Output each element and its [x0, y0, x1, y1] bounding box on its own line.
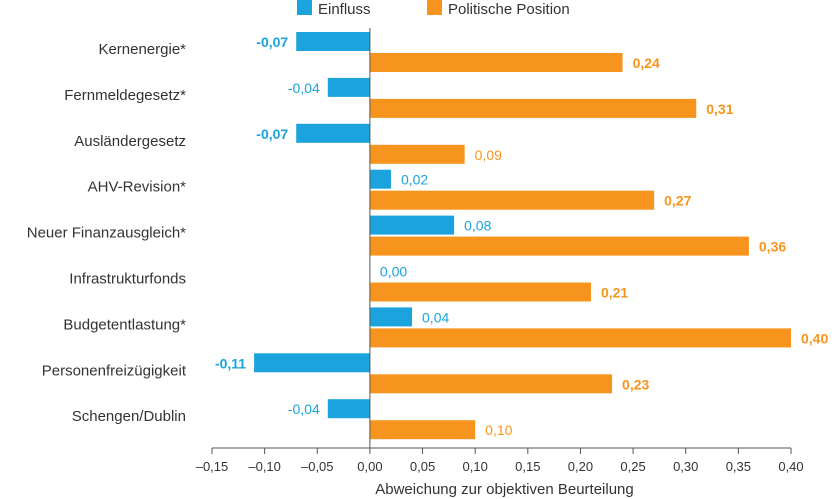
bar-politische-position: [369, 53, 623, 72]
bar-politische-position: [369, 282, 591, 302]
data-label: 0,09: [475, 147, 502, 163]
x-tick-label: 0,05: [410, 459, 435, 474]
data-label: 0,10: [485, 422, 512, 438]
bar-einfluss: [296, 123, 370, 143]
bar-einfluss: [369, 307, 413, 327]
legend-label-2: Politische Position: [448, 1, 570, 18]
data-label: 0,31: [706, 101, 733, 117]
bar-politische-position: [369, 144, 465, 164]
data-label: 0,27: [664, 193, 691, 209]
bar-politische-position: [369, 236, 749, 256]
category-label: Ausländergesetz: [74, 133, 186, 150]
legend-label-1: Einfluss: [318, 1, 371, 18]
x-tick-label: 0,15: [515, 459, 540, 474]
bar-einfluss: [327, 399, 370, 419]
legend: Einfluss Politische Position: [297, 0, 570, 18]
data-label: 0,21: [601, 285, 628, 301]
bar-politische-position: [369, 420, 476, 440]
data-label: 0,00: [380, 264, 407, 280]
legend-swatch-2: [427, 0, 442, 15]
category-label: Schengen/Dublin: [72, 408, 186, 425]
data-label: 0,36: [759, 239, 786, 255]
data-label: 0,04: [422, 309, 449, 325]
x-tick-label: 0,35: [726, 459, 751, 474]
data-label: 0,08: [464, 218, 491, 234]
bar-einfluss: [369, 169, 391, 189]
bar-politische-position: [369, 98, 697, 118]
category-label: Fernmeldegesetz*: [64, 87, 186, 104]
x-tick-label: –0,05: [301, 459, 334, 474]
category-label: Personenfreizügigkeit: [42, 362, 187, 379]
bar-einfluss: [327, 77, 370, 97]
category-label: Neuer Finanzausgleich*: [27, 225, 186, 242]
data-label: -0,07: [256, 126, 288, 142]
data-label: -0,04: [288, 401, 320, 417]
x-tick-label: –0,15: [196, 459, 229, 474]
x-tick-label: 0,25: [620, 459, 645, 474]
data-label: -0,11: [215, 355, 246, 371]
category-label: Infrastrukturfonds: [69, 271, 186, 288]
category-label: Kernenergie*: [98, 41, 186, 58]
data-label: -0,04: [288, 80, 320, 96]
x-axis-title: Abweichung zur objektiven Beurteilung: [375, 481, 634, 498]
category-label: AHV-Revision*: [88, 179, 187, 196]
category-labels: Kernenergie* Fernmeldegesetz* Ausländerges…: [27, 41, 187, 425]
value-labels: -0,07 0,24 -0,04 0,31 -0,07 0,09 0,02 0,27 0,08 0…: [215, 34, 828, 438]
bar-einfluss: [254, 353, 370, 373]
x-tick-label: 0,00: [357, 459, 382, 474]
bar-politische-position: [369, 374, 613, 394]
bar-einfluss: [369, 215, 455, 235]
x-tick-label: –0,10: [248, 459, 281, 474]
x-tick-label: 0,30: [673, 459, 698, 474]
bar-einfluss: [296, 32, 370, 51]
x-tick-label: 0,20: [568, 459, 593, 474]
legend-swatch-1: [297, 0, 312, 15]
category-label: Budgetentlastung*: [63, 316, 186, 333]
bar-politische-position: [369, 328, 791, 348]
axes: –0,15 –0,10 –0,05 0,00 0,05 0,10 0,15 0,20 0,25 0…: [196, 28, 804, 474]
data-label: 0,02: [401, 172, 428, 188]
data-label: 0,40: [801, 330, 828, 346]
bars: [254, 32, 791, 440]
data-label: -0,07: [256, 34, 288, 50]
x-tick-label: 0,40: [778, 459, 803, 474]
data-label: 0,23: [622, 376, 649, 392]
bar-politische-position: [369, 190, 655, 210]
x-tick-label: 0,10: [463, 459, 488, 474]
data-label: 0,24: [633, 55, 660, 71]
